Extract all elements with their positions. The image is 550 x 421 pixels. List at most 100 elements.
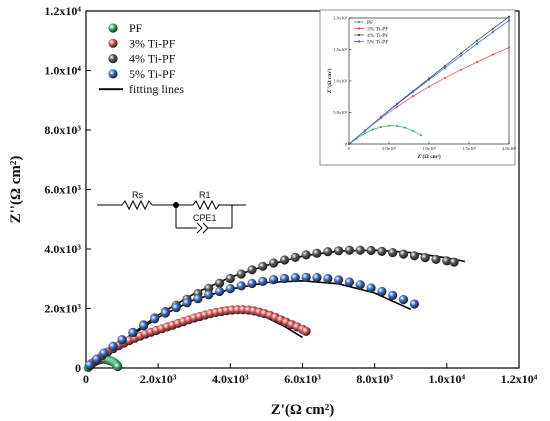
data-point xyxy=(355,245,365,255)
data-point xyxy=(442,256,452,266)
x-tick-label: 4.0x10³ xyxy=(212,372,249,386)
inset-point xyxy=(395,124,399,128)
data-point xyxy=(193,294,203,304)
inset-x-tick-label: 1.5x10³ xyxy=(462,146,476,151)
inset-point xyxy=(427,78,431,81)
inset-point xyxy=(379,116,383,119)
data-point xyxy=(128,328,138,338)
inset-point xyxy=(363,129,367,132)
inset-legend-label: 3% Ti-PF xyxy=(367,26,388,32)
data-point xyxy=(409,251,419,261)
circuit-label-cpe: CPE1 xyxy=(193,213,217,223)
data-point xyxy=(366,245,376,256)
data-point xyxy=(150,314,160,324)
inset-point xyxy=(395,103,399,106)
inset-point xyxy=(411,129,415,132)
data-point xyxy=(247,265,257,275)
inset-chart: 0 5.0x10² 1.0x10³ 1.5x10³ 2.0x10³ 0 5.0x10² 1.0… xyxy=(319,9,517,166)
x-tick-label: 2.0x10³ xyxy=(140,372,177,386)
inset-point xyxy=(411,95,415,98)
x-tick-label: 1.0x10⁴ xyxy=(429,372,466,386)
inset-point xyxy=(371,128,375,131)
inset-legend-label: 5% Ti-PF xyxy=(367,39,388,45)
data-point xyxy=(269,258,279,268)
y-tick-label: 4.0x10³ xyxy=(44,242,81,256)
data-point xyxy=(85,360,95,370)
inset-y-axis-label: Z''(Ω cm²) xyxy=(326,68,333,93)
inset-point xyxy=(507,19,511,22)
data-point xyxy=(377,286,387,297)
legend-label: 3% Ti-PF xyxy=(129,36,176,50)
inset-x-tick-label: 0 xyxy=(348,146,351,151)
legend-label: PF xyxy=(129,21,143,35)
legend-marker xyxy=(108,38,118,48)
data-point xyxy=(312,273,322,283)
data-point xyxy=(236,281,246,291)
inset-point xyxy=(475,39,479,42)
data-point xyxy=(247,278,257,289)
data-point xyxy=(279,255,290,265)
inset-point xyxy=(475,42,479,45)
inset-point xyxy=(443,66,447,69)
data-point xyxy=(225,273,235,284)
data-point xyxy=(431,254,441,264)
data-point xyxy=(398,249,409,259)
y-tick-label: 6.0x10³ xyxy=(44,183,81,197)
data-point xyxy=(290,273,300,283)
y-tick-label: 0 xyxy=(75,361,81,375)
inset-point xyxy=(419,134,423,137)
data-point xyxy=(398,295,409,305)
data-point xyxy=(99,348,109,358)
inset-point xyxy=(443,76,447,79)
data-point xyxy=(204,290,214,300)
inset-point xyxy=(347,142,351,146)
data-point xyxy=(355,280,365,290)
data-point xyxy=(269,275,279,285)
data-point xyxy=(334,246,344,256)
legend-marker xyxy=(108,69,118,79)
data-point xyxy=(323,247,333,257)
data-point xyxy=(258,261,268,271)
inset-point xyxy=(411,90,415,94)
data-point xyxy=(312,248,322,258)
y-tick-label: 8.0x10³ xyxy=(44,123,81,137)
inset-point xyxy=(491,53,495,56)
data-point xyxy=(182,298,192,308)
cpe-element xyxy=(196,222,209,234)
inset-x-axis-label: Z'(Ω cm²) xyxy=(417,153,440,160)
data-point xyxy=(113,361,123,372)
data-point xyxy=(334,275,344,285)
legend-label: 5% Ti-PF xyxy=(129,67,176,81)
data-point xyxy=(344,245,354,255)
inset-legend-label: PF xyxy=(367,20,373,26)
inset-point xyxy=(475,61,479,64)
fit-line xyxy=(85,279,412,369)
inset-legend-label: 4% Ti-PF xyxy=(367,33,388,39)
inset-legend-marker xyxy=(357,27,361,30)
x-tick-label: 0 xyxy=(83,372,89,386)
equivalent-circuit: Rs R1 CPE1 xyxy=(97,190,246,234)
circuit-label-rs: Rs xyxy=(132,190,143,200)
data-point xyxy=(301,326,311,336)
inset-y-tick-label: 1.5x10³ xyxy=(333,47,347,52)
legend-marker xyxy=(108,54,118,64)
inset-point xyxy=(491,27,495,30)
inset-point xyxy=(443,64,447,67)
fit-lines xyxy=(85,249,466,369)
legend-marker xyxy=(108,23,118,33)
data-point xyxy=(290,252,300,262)
x-tick-label: 1.2x10⁴ xyxy=(501,372,538,386)
data-point xyxy=(258,276,268,286)
y-tick-label: 1.2x10⁴ xyxy=(44,4,81,18)
data-point xyxy=(366,283,376,293)
y-tick-label: 2.0x10³ xyxy=(44,302,81,316)
inset-point xyxy=(395,105,399,108)
data-point xyxy=(377,246,387,256)
inset-x-tick-label: 2.0x10³ xyxy=(502,146,516,151)
inset-point xyxy=(379,125,383,129)
data-point xyxy=(236,269,246,279)
data-point xyxy=(204,283,214,293)
inset-point xyxy=(459,52,463,55)
